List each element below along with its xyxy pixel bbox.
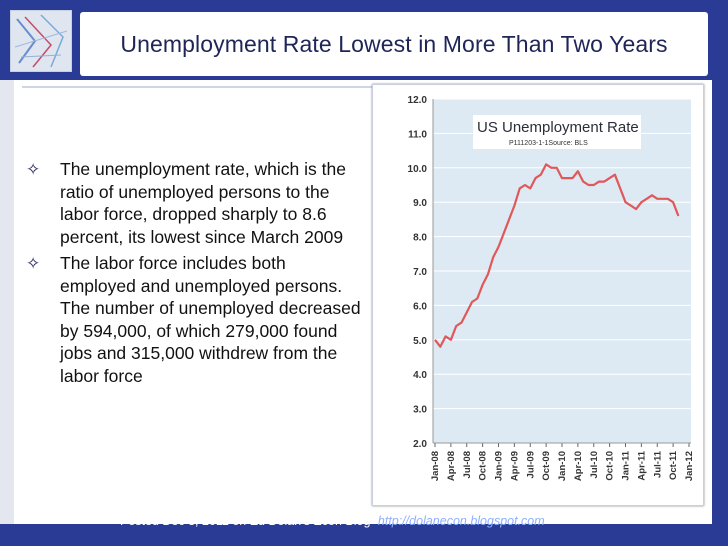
y-tick-label: 2.0 [413, 439, 427, 450]
diamond-outline-icon: ✧ [26, 160, 41, 179]
series-line-unemployment [434, 163, 680, 348]
x-tick-label: Apr-10 [573, 451, 584, 481]
y-tick-label: 10.0 [408, 164, 428, 175]
chart-title: US Unemployment Rate [477, 119, 639, 136]
logo-graphic [11, 11, 71, 71]
y-tick-label: 8.0 [413, 233, 427, 244]
x-tick-label: Jan-09 [494, 451, 505, 481]
bullet-text: The labor force includes both employed a… [60, 253, 361, 386]
x-tick-label: Apr-09 [509, 451, 520, 481]
bullet-text: The unemployment rate, which is the rati… [60, 159, 346, 247]
bullet-item: ✧ The unemployment rate, which is the ra… [26, 158, 366, 248]
divider [22, 86, 378, 88]
footer-text: Posted Dec 3, 2011 on Ed Dolan’s Econ Bl… [120, 514, 371, 528]
left-decorative-bar [0, 80, 14, 524]
x-tick-label: Jan-10 [557, 451, 568, 481]
bullet-list: ✧ The unemployment rate, which is the ra… [26, 158, 366, 391]
y-tick-label: 3.0 [413, 405, 427, 416]
y-tick-label: 11.0 [408, 129, 427, 140]
slide-title: Unemployment Rate Lowest in More Than Tw… [120, 30, 668, 57]
y-tick-label: 4.0 [413, 370, 427, 381]
footer: Posted Dec 3, 2011 on Ed Dolan’s Econ Bl… [120, 514, 545, 534]
y-tick-label: 12.0 [408, 95, 428, 106]
x-tick-label: Apr-11 [636, 450, 647, 480]
x-tick-label: Jul-09 [525, 451, 536, 478]
y-tick-label: 9.0 [413, 198, 427, 209]
x-tick-label: Jul-11 [652, 450, 663, 478]
decorative-logo-image [10, 10, 72, 72]
x-tick-label: Oct-09 [541, 451, 552, 481]
x-tick-label: Jan-11 [621, 450, 632, 480]
x-tick-label: Jul-10 [589, 451, 600, 478]
unemployment-line-chart: 2.0 3.0 4.0 5.0 6.0 7.0 8.0 9.0 10.0 11.0 12.0 Jan-… [408, 95, 695, 481]
bullet-item: ✧ The labor force includes both employed… [26, 252, 366, 387]
diamond-outline-icon: ✧ [26, 254, 41, 273]
chart-card: 2.0 3.0 4.0 5.0 6.0 7.0 8.0 9.0 10.0 11.0 12.0 Jan-… [372, 84, 704, 506]
y-tick-label: 5.0 [413, 336, 427, 347]
y-tick-label: 7.0 [413, 267, 427, 278]
x-tick-label: Jan-12 [684, 451, 695, 481]
chart-title-box [473, 115, 641, 149]
x-tick-label: Oct-11 [668, 450, 679, 480]
y-tick-label: 6.0 [413, 301, 427, 312]
x-tick-label: Jan-08 [430, 451, 441, 481]
x-tick-label: Apr-08 [446, 451, 457, 481]
chart-subtitle: P111203-1-1Source: BLS [509, 140, 588, 147]
title-bar: Unemployment Rate Lowest in More Than Tw… [80, 12, 708, 76]
x-tick-label: Jul-08 [462, 451, 473, 478]
x-tick-label: Oct-08 [478, 451, 489, 481]
blog-link[interactable]: http://dolanecon.blogspot.com [377, 514, 545, 528]
x-tick-label: Oct-10 [605, 451, 616, 481]
